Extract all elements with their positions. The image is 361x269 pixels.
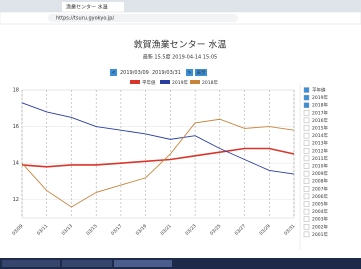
year-label[interactable]: 2004年	[312, 208, 328, 215]
year-label[interactable]: 2009年	[312, 170, 328, 177]
legend-label[interactable]: 2018年	[202, 79, 218, 86]
plot-area	[22, 90, 294, 218]
series-line	[22, 103, 294, 174]
x-tick-label: 03/17	[110, 223, 124, 237]
taskbar-item[interactable]	[114, 260, 172, 267]
year-label[interactable]: 2013年	[312, 140, 328, 147]
year-label[interactable]: 2018年	[312, 102, 328, 109]
legend-label[interactable]: 平年値	[142, 79, 156, 86]
year-label[interactable]: 2008年	[312, 178, 328, 185]
year-label[interactable]: 2002年	[312, 223, 328, 230]
year-label[interactable]: 2010年	[312, 163, 328, 170]
y-tick-label: 16	[13, 124, 19, 130]
y-tick-label: 18	[13, 88, 19, 94]
series-line	[22, 149, 294, 167]
legend-swatch[interactable]	[160, 80, 170, 84]
year-label[interactable]: 2007年	[312, 185, 328, 192]
x-tick-label: 03/19	[135, 223, 149, 237]
date-to[interactable]: 2019/03/31	[152, 70, 181, 76]
year-label[interactable]: 2019年	[312, 94, 328, 101]
tab-bar	[0, 0, 361, 12]
year-checkbox[interactable]	[304, 217, 309, 222]
year-label[interactable]: 2001年	[312, 231, 328, 238]
url[interactable]: https://tsuru.gyokyo.jp/	[56, 16, 114, 22]
next-label[interactable]: >	[187, 70, 191, 76]
x-tick-label: 03/27	[234, 223, 248, 237]
x-tick-label: 03/21	[159, 223, 173, 237]
year-checkbox[interactable]	[304, 202, 309, 207]
chart-subtitle: 最新 15.5度 2019-04-14 15:05	[143, 54, 217, 61]
taskbar-item[interactable]	[62, 260, 112, 267]
year-checkbox[interactable]	[304, 133, 309, 138]
taskbar-item[interactable]	[2, 260, 60, 267]
x-tick-label: 03/11	[36, 223, 50, 237]
year-label[interactable]: 2016年	[312, 117, 328, 124]
legend-swatch[interactable]	[130, 80, 140, 84]
year-checkbox[interactable]	[304, 186, 309, 191]
year-label[interactable]: 平年値	[312, 87, 326, 94]
year-label[interactable]: 2012年	[312, 147, 328, 154]
chart-title: 敦賀漁業センター 水温	[134, 39, 227, 51]
year-label[interactable]: 2006年	[312, 193, 328, 200]
x-tick-label: 03/09	[11, 223, 25, 237]
year-label[interactable]: 2005年	[312, 201, 328, 208]
year-checkbox[interactable]	[304, 224, 309, 229]
prev-label[interactable]: <	[111, 70, 115, 76]
page: {"browser": {"tab_title": "漁業センター 水温", "…	[0, 0, 361, 269]
year-checkbox[interactable]	[304, 194, 309, 199]
x-tick-label: 03/13	[61, 223, 75, 237]
year-checkbox[interactable]	[304, 156, 309, 161]
year-checkbox[interactable]	[304, 110, 309, 115]
year-checkbox[interactable]	[304, 88, 309, 93]
year-checkbox[interactable]	[304, 126, 309, 131]
tab-title[interactable]: 漁業センター 水温	[66, 4, 108, 11]
legend-swatch[interactable]	[190, 80, 200, 84]
year-label[interactable]: 2017年	[312, 109, 328, 116]
year-label[interactable]: 2003年	[312, 216, 328, 223]
year-checkbox[interactable]	[304, 232, 309, 237]
year-checkbox[interactable]	[304, 209, 309, 214]
year-label[interactable]: 2014年	[312, 132, 328, 139]
year-checkbox[interactable]	[304, 118, 309, 123]
x-tick-label: 03/23	[184, 223, 198, 237]
year-checkbox[interactable]	[304, 164, 309, 169]
x-tick-label: 03/31	[283, 223, 297, 237]
year-checkbox[interactable]	[304, 148, 309, 153]
year-label[interactable]: 2011年	[312, 155, 328, 162]
year-checkbox[interactable]	[304, 179, 309, 184]
year-checkbox[interactable]	[304, 171, 309, 176]
year-label[interactable]: 2015年	[312, 125, 328, 132]
screen: 漁業センター 水温 https://tsuru.gyokyo.jp/ 敦賀漁業セ…	[0, 0, 361, 269]
year-checkbox[interactable]	[304, 141, 309, 146]
date-from[interactable]: 2019/03/09	[120, 70, 149, 76]
y-tick-label: 12	[13, 197, 19, 203]
go-label[interactable]: 表示	[197, 69, 206, 76]
legend-label[interactable]: 2019年	[172, 79, 188, 86]
year-checkbox[interactable]	[304, 95, 309, 100]
x-tick-label: 03/25	[209, 223, 223, 237]
x-tick-label: 03/29	[258, 223, 272, 237]
x-tick-label: 03/15	[85, 223, 99, 237]
year-checkbox[interactable]	[304, 103, 309, 108]
y-tick-label: 14	[13, 161, 19, 167]
